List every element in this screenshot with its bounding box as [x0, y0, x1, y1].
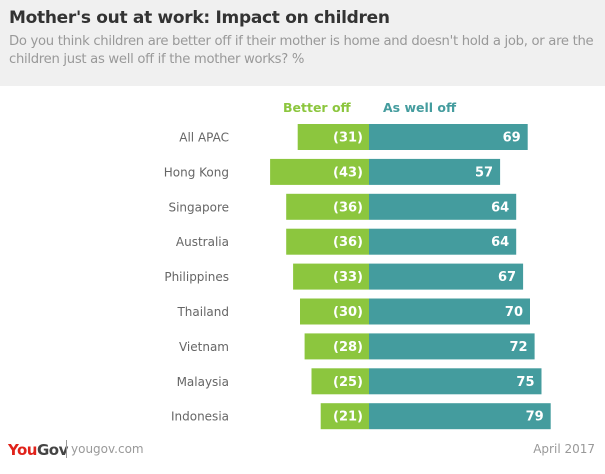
- footer-divider: [66, 440, 67, 458]
- data-label-better-off: (43): [333, 165, 363, 180]
- data-label-better-off: (30): [333, 305, 363, 320]
- data-label-better-off: (21): [333, 410, 363, 425]
- category-label: Malaysia: [177, 375, 229, 389]
- data-label-better-off: (33): [333, 270, 363, 285]
- data-label-as-well-off: 79: [526, 410, 544, 425]
- footer-site: yougov.com: [71, 442, 144, 456]
- data-label-better-off: (25): [333, 375, 363, 390]
- category-label: Thailand: [176, 305, 229, 319]
- data-label-as-well-off: 64: [491, 200, 509, 215]
- category-label: Hong Kong: [164, 165, 229, 179]
- chart-title: Mother's out at work: Impact on children: [9, 8, 390, 28]
- bar-better-off: [286, 228, 369, 255]
- bar-better-off: [300, 298, 369, 325]
- bar-as-well-off: [369, 124, 528, 150]
- chart-subtitle: Do you think children are better off if …: [9, 34, 594, 67]
- bar-better-off: [304, 333, 369, 360]
- bar-better-off: [311, 368, 369, 395]
- bar-as-well-off: [369, 368, 542, 395]
- data-label-as-well-off: 75: [516, 375, 534, 390]
- data-label-as-well-off: 69: [503, 131, 521, 146]
- bar-better-off: [320, 403, 369, 430]
- footer-date: April 2017: [533, 442, 595, 456]
- bar-better-off: [286, 193, 369, 220]
- data-label-better-off: (31): [333, 131, 363, 146]
- bar-as-well-off: [369, 333, 535, 360]
- bar-better-off: [297, 124, 369, 150]
- bar-as-well-off: [369, 158, 501, 185]
- bar-better-off: [270, 158, 369, 185]
- category-label: Vietnam: [179, 340, 229, 354]
- data-label-better-off: (28): [333, 340, 363, 355]
- bar-as-well-off: [369, 263, 524, 290]
- category-label: Indonesia: [171, 410, 229, 424]
- category-label: Singapore: [168, 200, 229, 214]
- header: Mother's out at work: Impact on children…: [0, 0, 605, 86]
- data-label-better-off: (36): [333, 200, 363, 215]
- data-label-as-well-off: 64: [491, 235, 509, 250]
- bar-better-off: [293, 263, 369, 290]
- data-label-better-off: (36): [333, 235, 363, 250]
- data-label-as-well-off: 70: [505, 305, 523, 320]
- bar-as-well-off: [369, 228, 517, 255]
- bar-as-well-off: [369, 403, 551, 430]
- category-label: Australia: [176, 235, 229, 249]
- legend-as-well-off: As well off: [383, 100, 457, 115]
- data-label-as-well-off: 67: [498, 270, 516, 285]
- bar-as-well-off: [369, 193, 517, 220]
- data-label-as-well-off: 72: [510, 340, 528, 355]
- bar-as-well-off: [369, 298, 530, 325]
- category-label: All APAC: [179, 131, 229, 145]
- yougov-logo: YouGov: [8, 441, 68, 459]
- legend-better-off: Better off: [283, 100, 351, 115]
- data-label-as-well-off: 57: [475, 165, 493, 180]
- category-label: Philippines: [164, 270, 229, 284]
